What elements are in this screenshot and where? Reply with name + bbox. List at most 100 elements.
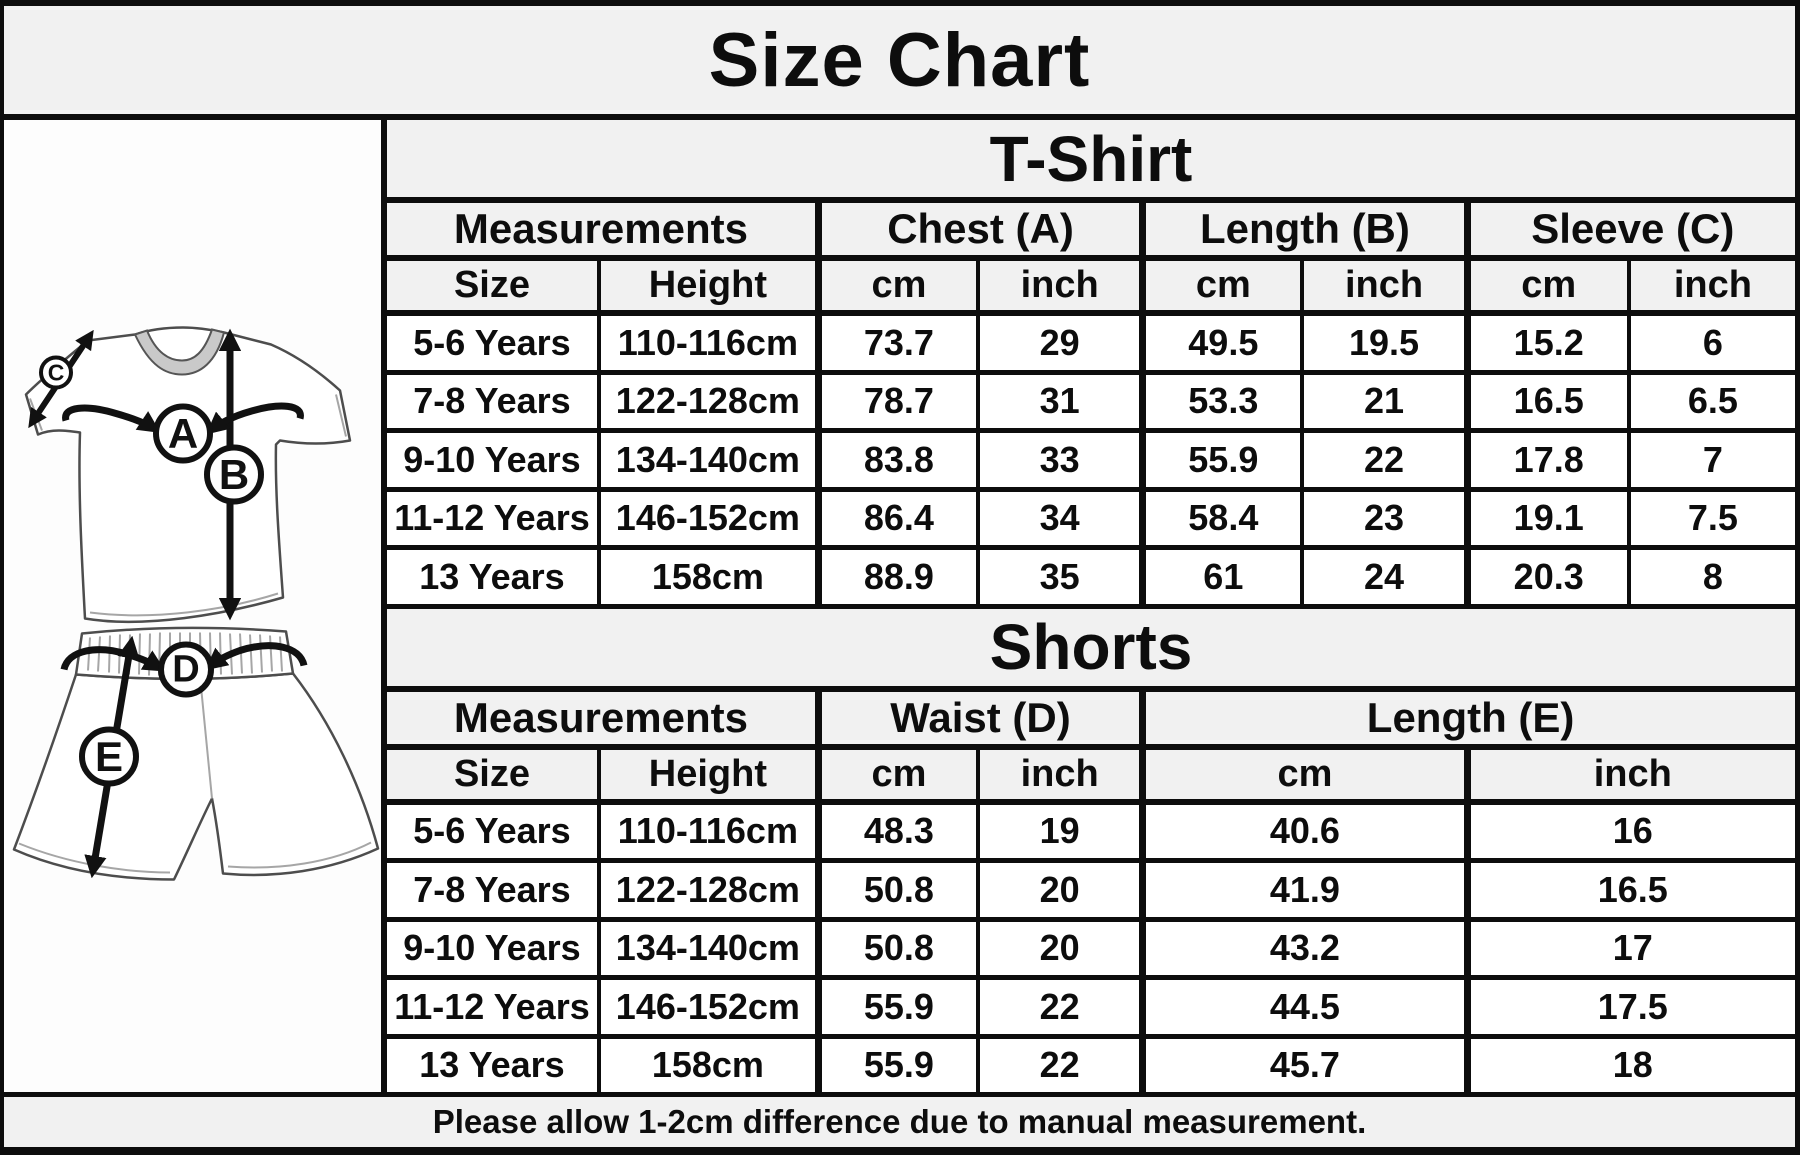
table-cell: 17.8 xyxy=(1471,433,1631,487)
column-header: Size xyxy=(387,749,601,799)
table-cell: 22 xyxy=(980,980,1147,1034)
table-cell: 5-6 Years xyxy=(387,316,601,370)
table-cell: 48.3 xyxy=(822,804,981,858)
table-cell: 158cm xyxy=(601,1038,822,1092)
sleeve-marker-c: C xyxy=(48,360,65,386)
sleeve-marker-circle xyxy=(39,355,73,390)
column-header: Measurements xyxy=(387,691,822,744)
table-cell: 20.3 xyxy=(1471,550,1631,604)
length-marker-b: B xyxy=(219,451,249,498)
table-cell: 146-152cm xyxy=(601,491,822,545)
table-cell: 158cm xyxy=(601,550,822,604)
table-cell: 50.8 xyxy=(822,921,981,975)
table-cell: 18 xyxy=(1612,1044,1653,1086)
table-cell: 78.7 xyxy=(822,374,981,428)
table-cell: 17 xyxy=(1612,927,1653,969)
table-cell: 43.2 xyxy=(1146,921,1471,975)
table-cell: 58.4 xyxy=(1146,491,1305,545)
table-cell: 7-8 Years xyxy=(387,374,601,428)
shorts-length-marker-e: E xyxy=(95,733,123,780)
column-header: cm xyxy=(1471,261,1631,310)
table-cell: 16 xyxy=(1612,810,1653,852)
table-cell: 110-116cm xyxy=(601,804,822,858)
table-cell: 22 xyxy=(980,1038,1147,1092)
table-cell: 134-140cm xyxy=(601,433,822,487)
tshirt-group-header-row: Measurements Chest (A) Length (B) Sleeve… xyxy=(387,203,1795,261)
table-row: 13 Years 158cm 88.9 35 61 24 20.3 8 xyxy=(387,550,1795,609)
table-cell: 11-12 Years xyxy=(387,491,601,545)
page-title: Size Chart xyxy=(4,6,1795,120)
table-cell: 50.8 xyxy=(822,863,981,917)
table-cell: 13 Years xyxy=(387,550,601,604)
table-cell: 55.9 xyxy=(822,1038,981,1092)
table-cell: 35 xyxy=(980,550,1147,604)
column-header: cm xyxy=(822,749,981,799)
table-cell: 19.5 xyxy=(1304,316,1471,370)
table-cell: 7-8 Years xyxy=(387,863,601,917)
column-header: inch xyxy=(1673,264,1752,306)
garment-diagram-panel: A B C xyxy=(4,120,387,1092)
shorts-sketch: D E xyxy=(12,626,380,881)
table-cell: 17.5 xyxy=(1597,985,1668,1027)
table-row: 11-12 Years 146-152cm 55.9 22 44.5 17.5 xyxy=(387,980,1795,1039)
waist-arrow-right xyxy=(204,642,308,671)
table-cell: 45.7 xyxy=(1146,1038,1471,1092)
table-cell: 7.5 xyxy=(1687,497,1738,539)
table-cell: 7 xyxy=(1702,438,1723,480)
table-cell: 11-12 Years xyxy=(387,980,601,1034)
table-cell: 13 Years xyxy=(387,1038,601,1092)
size-tables: T-Shirt Measurements Chest (A) Length (B… xyxy=(387,120,1795,1092)
chest-marker-circle xyxy=(153,403,213,464)
table-cell: 134-140cm xyxy=(601,921,822,975)
column-header: inch xyxy=(1593,752,1672,795)
table-cell: 55.9 xyxy=(822,980,981,1034)
table-cell: 40.6 xyxy=(1146,804,1471,858)
table-cell: 20 xyxy=(980,921,1147,975)
column-header: Waist (D) xyxy=(822,691,1147,744)
table-cell: 73.7 xyxy=(822,316,981,370)
table-cell: 19 xyxy=(980,804,1147,858)
table-cell: 122-128cm xyxy=(601,863,822,917)
table-row: 5-6 Years 110-116cm 48.3 19 40.6 16 xyxy=(387,804,1795,863)
column-header: Length (B) xyxy=(1146,203,1471,255)
tshirt-section-title: T-Shirt xyxy=(387,120,1795,203)
column-header: inch xyxy=(980,749,1147,799)
table-cell: 34 xyxy=(980,491,1147,545)
table-cell: 20 xyxy=(980,863,1147,917)
tshirt-subheader-row: Size Height cm inch cm inch cm inch xyxy=(387,261,1795,316)
table-cell: 49.5 xyxy=(1146,316,1305,370)
table-cell: 41.9 xyxy=(1146,863,1471,917)
column-header: inch xyxy=(980,261,1147,310)
shorts-group-header-row: Measurements Waist (D) Length (E) xyxy=(387,691,1795,750)
column-header: Measurements xyxy=(387,203,822,255)
table-cell: 16.5 xyxy=(1597,868,1668,910)
table-cell: 53.3 xyxy=(1146,374,1305,428)
garment-diagrams: A B C xyxy=(12,326,380,881)
table-cell: 8 xyxy=(1702,555,1723,597)
table-cell: 33 xyxy=(980,433,1147,487)
table-cell: 86.4 xyxy=(822,491,981,545)
table-cell: 6.5 xyxy=(1687,380,1738,422)
table-row: 9-10 Years 134-140cm 50.8 20 43.2 17 xyxy=(387,921,1795,980)
table-row: 11-12 Years 146-152cm 86.4 34 58.4 23 19… xyxy=(387,491,1795,550)
column-header: Height xyxy=(601,261,822,310)
table-cell: 83.8 xyxy=(822,433,981,487)
shorts-length-marker-circle xyxy=(79,726,139,787)
table-row: 9-10 Years 134-140cm 83.8 33 55.9 22 17.… xyxy=(387,433,1795,492)
shorts-section-title: Shorts xyxy=(387,608,1795,692)
chest-marker-a: A xyxy=(168,410,198,457)
column-header: Height xyxy=(601,749,822,799)
main-area: A B C xyxy=(4,120,1795,1092)
table-row: 5-6 Years 110-116cm 73.7 29 49.5 19.5 15… xyxy=(387,316,1795,375)
table-cell: 16.5 xyxy=(1471,374,1631,428)
table-row: 7-8 Years 122-128cm 50.8 20 41.9 16.5 xyxy=(387,863,1795,922)
column-header: Chest (A) xyxy=(822,203,1147,255)
column-header: inch xyxy=(1304,261,1471,310)
table-cell: 19.1 xyxy=(1471,491,1631,545)
table-cell: 122-128cm xyxy=(601,374,822,428)
column-header: Size xyxy=(387,261,601,310)
table-cell: 110-116cm xyxy=(601,316,822,370)
chest-arrow-right xyxy=(205,402,304,435)
shorts-subheader-row: Size Height cm inch cm inch xyxy=(387,749,1795,805)
